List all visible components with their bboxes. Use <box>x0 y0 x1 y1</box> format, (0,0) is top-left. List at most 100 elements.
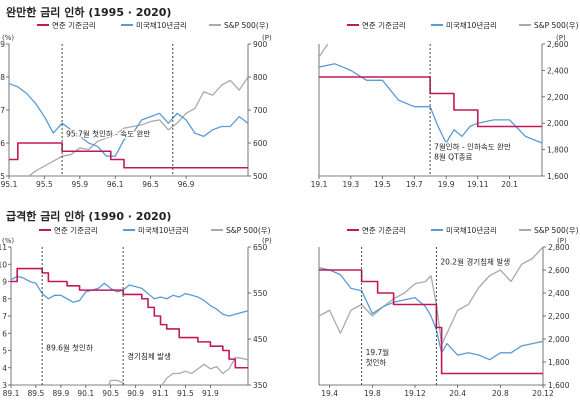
y-left-tick-label: 9 <box>2 278 7 287</box>
event-annotation: 89.6월 첫인하 <box>46 343 93 353</box>
y-left-tick-label: 5 <box>2 347 7 356</box>
y-left-tick-label: 6 <box>2 329 7 338</box>
legend-label-fed: 연준 기준금리 <box>52 21 96 30</box>
y-right-tick-label: 650 <box>253 243 268 252</box>
series-line-ust <box>319 267 543 361</box>
event-annotation: 경기침체 발생 <box>127 351 171 361</box>
y-left-tick-label: 9 <box>0 40 5 49</box>
y-left-tick-label: 7 <box>0 106 5 115</box>
legend-label-sp: S&P 500(우) <box>224 21 269 30</box>
legend-label-ust: 미국채10년금리 <box>446 20 497 30</box>
event-annotation: 7월인하 - 인하속도 완만 <box>434 142 511 152</box>
y-right-tick-label: 2,200 <box>548 312 570 321</box>
y-right-tick-label: 350 <box>253 381 268 390</box>
y-right-tick-label: 550 <box>253 289 268 298</box>
y-right-tick-label: 450 <box>253 335 268 344</box>
event-annotation: 20.2월 경기침체 발생 <box>440 256 510 266</box>
y-left-tick-label: 5 <box>0 172 5 181</box>
y-right-unit: (P) <box>262 237 272 245</box>
legend-label-fed: 연준 기준금리 <box>54 226 98 235</box>
x-tick-label: 96.5 <box>142 180 159 189</box>
series-group <box>319 44 542 144</box>
x-tick-label: 19.12 <box>404 389 426 398</box>
x-tick-label: 91.5 <box>177 389 194 398</box>
y-left-tick-label: 8 <box>0 73 5 82</box>
y-right-tick-label: 1,600 <box>548 381 570 390</box>
x-tick-label: 20.1 <box>501 180 518 189</box>
chart-gradual-2020: 연준 기준금리 미국채10년금리 S&P 500(우) (P) 1,600 1,800 2,… <box>311 20 579 189</box>
series-line-fed <box>9 142 248 169</box>
chart-gradual-1995: 연준 기준금리 미국채10년금리 S&P 500(우) (%) (P) 5 6 7 8 9 500 6… <box>0 20 272 189</box>
section-title-sharp: 급격한 금리 인하 (1990 · 2020) <box>6 210 172 223</box>
x-tick-label: 19.4 <box>321 389 338 398</box>
x-tick-label: 19.5 <box>374 180 391 189</box>
event-annotation: 첫인하 <box>366 357 387 367</box>
series-line-fed <box>319 269 543 375</box>
y-right-tick-label: 1,600 <box>547 172 569 181</box>
x-tick-label: 20.12 <box>532 389 554 398</box>
legend-label-ust: 미국채10년금리 <box>136 20 187 30</box>
series-line-sp <box>52 356 248 385</box>
event-annotation: 95.7월 첫인하 - 속도 완만 <box>66 128 150 138</box>
chart-sharp-1990: 연준 기준금리 미국채10년금리 S&P 500(우) (%) (P) 3 4 5 6 7 8 9 10… <box>0 225 272 398</box>
y-right-tick-label: 1,800 <box>548 358 570 367</box>
x-tick-label: 20.8 <box>492 389 509 398</box>
x-tick-label: 19.3 <box>342 180 359 189</box>
y-right-tick-label: 600 <box>253 139 268 148</box>
y-right-tick-label: 2,000 <box>548 335 570 344</box>
legend-label-sp: S&P 500(우) <box>534 21 579 30</box>
y-left-tick-label: 6 <box>0 139 5 148</box>
legend-label-sp: S&P 500(우) <box>226 226 271 235</box>
event-annotation: 19.7월 <box>366 347 390 357</box>
y-left-unit: (%) <box>2 237 14 245</box>
x-tick-label: 96.1 <box>107 180 124 189</box>
x-tick-label: 90.1 <box>77 389 94 398</box>
y-left-tick-label: 8 <box>2 295 7 304</box>
x-tick-label: 90.5 <box>102 389 119 398</box>
y-right-tick-label: 800 <box>253 73 268 82</box>
y-right-tick-label: 2,400 <box>548 289 570 298</box>
y-right-tick-label: 900 <box>253 40 268 49</box>
x-tick-label: 20.4 <box>449 389 466 398</box>
y-right-tick-label: 2,000 <box>547 119 569 128</box>
y-left-unit: (%) <box>2 34 14 42</box>
y-left-tick-label: 10 <box>0 260 7 269</box>
x-tick-label: 19.9 <box>438 180 455 189</box>
x-tick-label: 96.9 <box>178 180 195 189</box>
event-annotation: 8월 QT종료 <box>434 152 472 162</box>
x-tick-label: 91.9 <box>202 389 219 398</box>
y-right-tick-label: 2,800 <box>548 243 570 252</box>
x-tick-label: 19.1 <box>311 180 328 189</box>
x-tick-label: 95.5 <box>36 180 53 189</box>
legend-label-sp: S&P 500(우) <box>534 226 579 235</box>
series-group <box>11 267 248 385</box>
y-right-tick-label: 2,200 <box>547 93 569 102</box>
legend-label-fed: 연준 기준금리 <box>362 21 406 30</box>
section-title-gradual: 완만한 금리 인하 (1995 · 2020) <box>6 6 172 19</box>
x-tick-label: 89.1 <box>3 389 20 398</box>
chart-sharp-2020: 연준 기준금리 미국채10년금리 S&P 500(우) (P) 1,600 1,800 2,… <box>318 225 579 398</box>
y-right-unit: (P) <box>262 34 272 42</box>
series-line-ust <box>319 63 542 144</box>
x-tick-label: 95.9 <box>71 180 88 189</box>
x-tick-label: 19.11 <box>467 180 489 189</box>
series-line-ust <box>9 82 248 157</box>
x-tick-label: 95.1 <box>1 180 18 189</box>
series-line-fed <box>319 76 542 128</box>
y-right-unit: (P) <box>556 34 566 42</box>
x-tick-label: 89.9 <box>53 389 70 398</box>
series-line-ust <box>11 275 248 317</box>
y-right-tick-label: 500 <box>253 172 268 181</box>
x-tick-label: 89.5 <box>28 389 45 398</box>
y-right-tick-label: 1,800 <box>547 146 569 155</box>
series-line-sp <box>319 247 543 346</box>
legend-label-fed: 연준 기준금리 <box>362 226 406 235</box>
series-group <box>9 76 248 176</box>
y-left-tick-label: 4 <box>2 364 7 373</box>
y-right-tick-label: 2,400 <box>547 66 569 75</box>
y-right-unit: (P) <box>557 237 567 245</box>
legend-label-ust: 미국채10년금리 <box>446 225 497 235</box>
x-tick-label: 91.1 <box>152 389 169 398</box>
y-left-tick-label: 7 <box>2 312 7 321</box>
y-right-tick-label: 700 <box>253 106 268 115</box>
